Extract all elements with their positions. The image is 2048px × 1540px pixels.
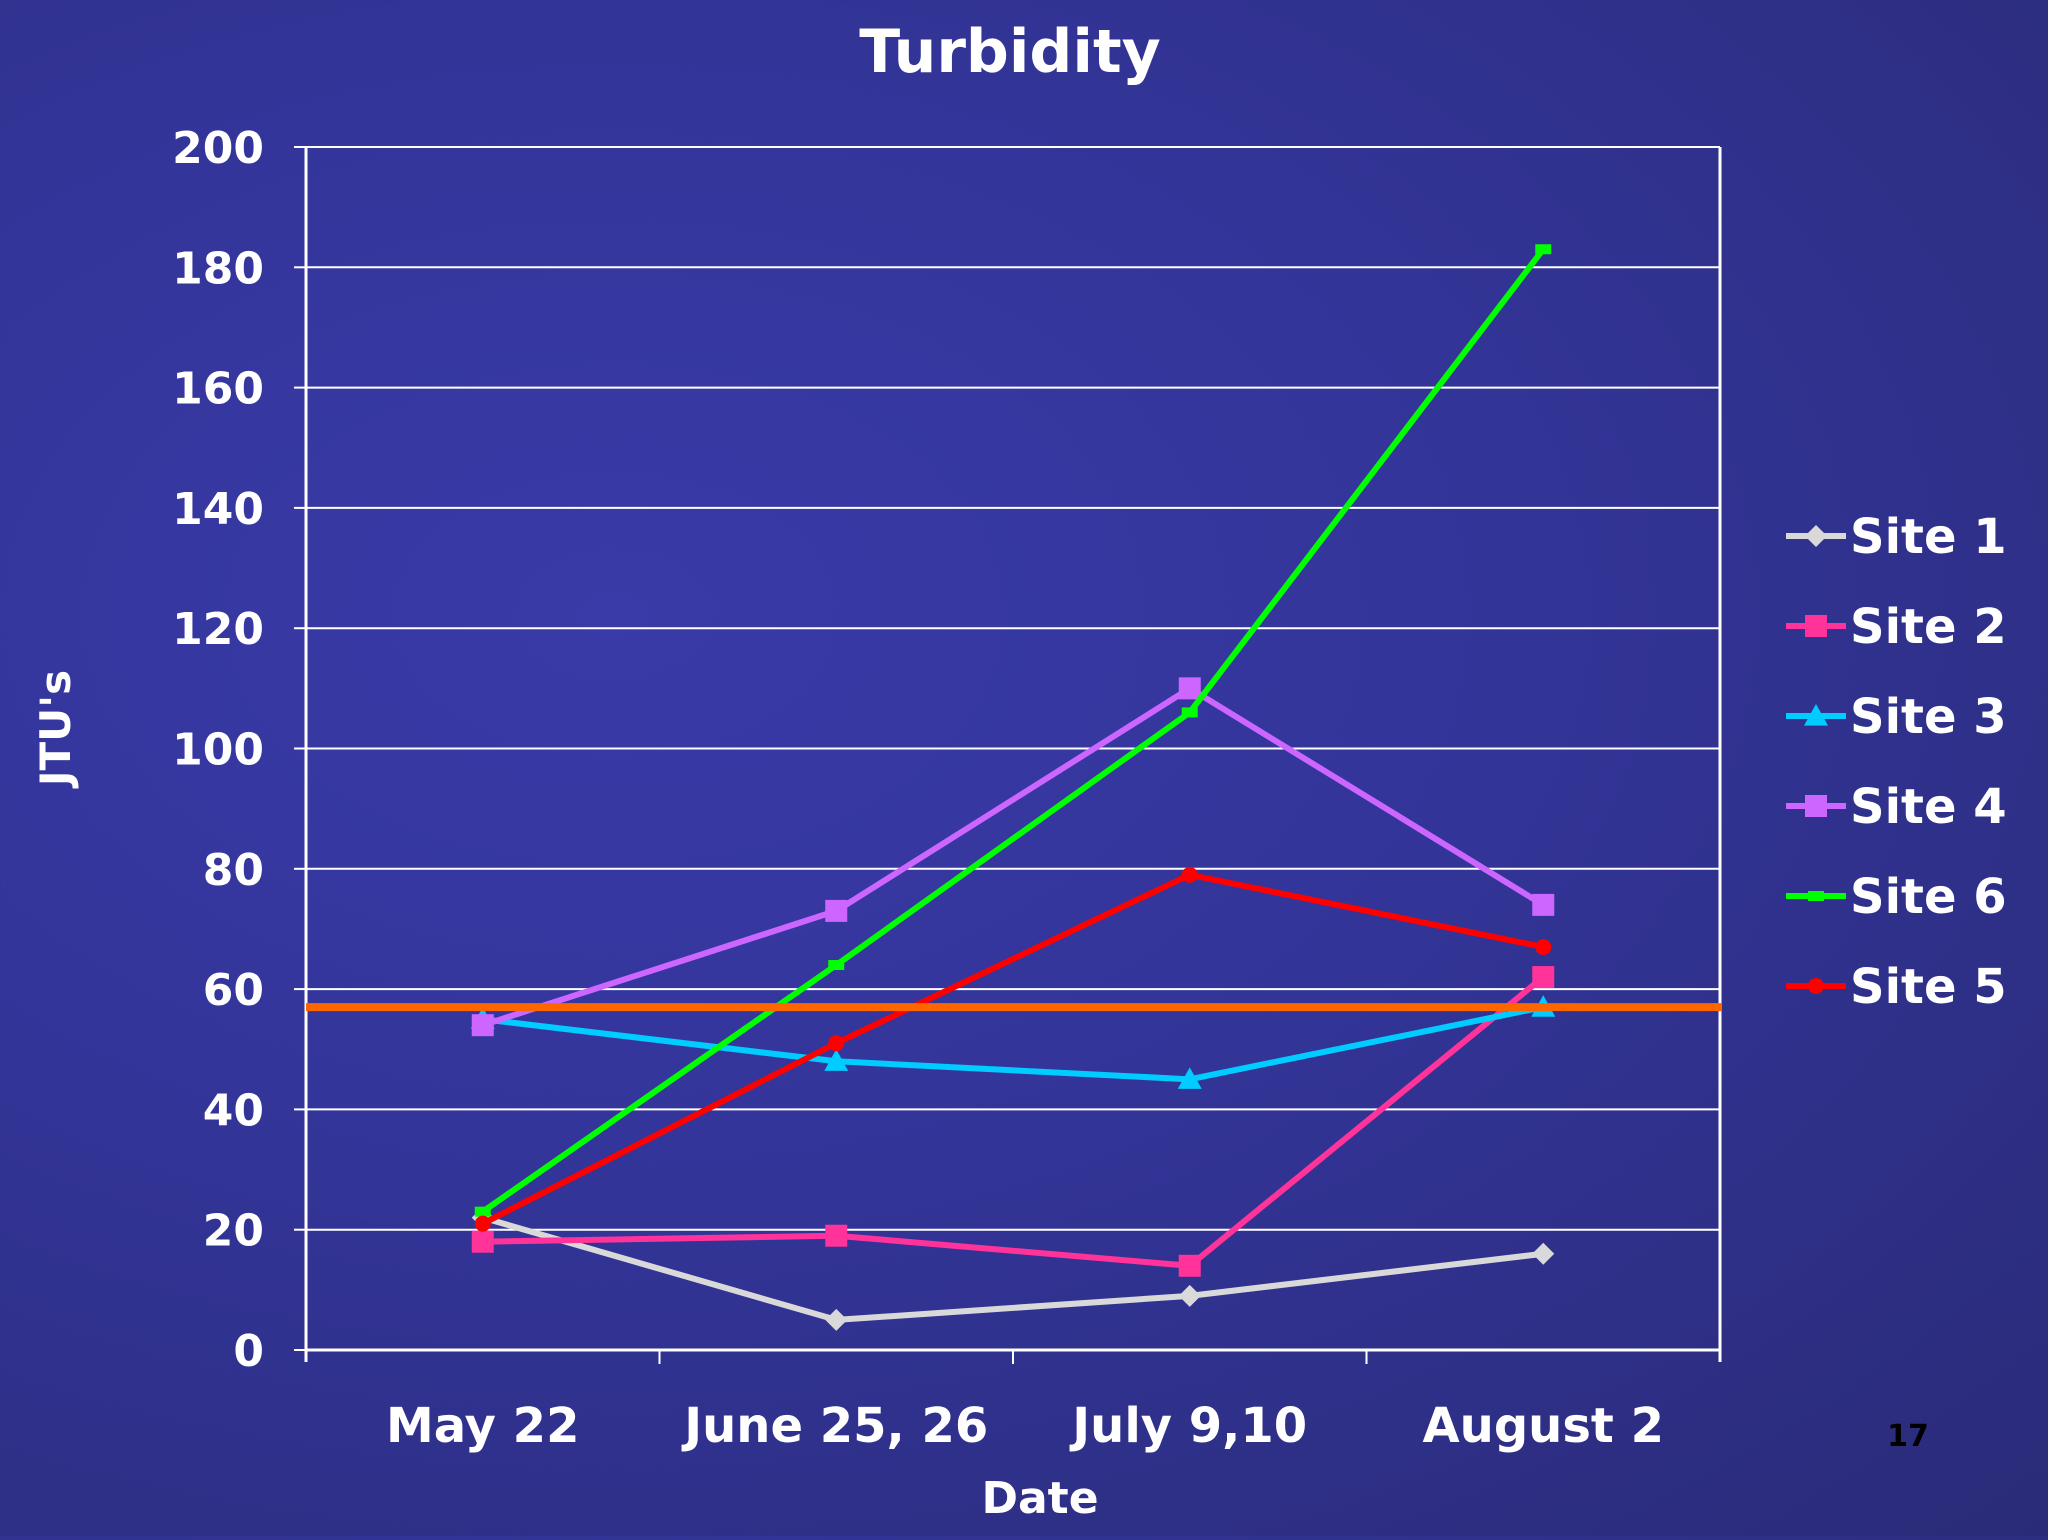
marker-dash [1808,891,1824,901]
legend-item: Site 1 [1786,509,2007,565]
x-tick-label: August 2 [1423,1398,1664,1454]
chart-title: Turbidity [859,17,1160,87]
marker-circle [1535,938,1552,955]
legend-label: Site 1 [1850,509,2007,565]
y-tick-label: 100 [172,725,264,776]
marker-circle [828,1035,845,1052]
marker-square [825,1224,848,1247]
page-number: 17 [1887,1419,1929,1454]
series-site-1 [471,1206,1555,1331]
series-line [481,685,1545,1029]
marker-dash [1181,707,1198,718]
legend: Site 1 Site 2 Site 3 Site 4 Site 6 Site 5 [1786,509,2007,1015]
marker-diamond [825,1308,848,1331]
series-line [481,1214,1544,1323]
series-site-2 [471,966,1555,1277]
plot-series [306,244,1722,1331]
marker-dash [474,1206,491,1217]
x-tick-label: May 22 [386,1398,579,1454]
marker-square [1532,966,1555,989]
series-line [482,1004,1544,1083]
y-tick-label: 200 [172,123,264,174]
series-line [481,871,1544,1227]
marker-circle [474,1215,491,1232]
marker-square [825,899,848,922]
marker-dash [1535,244,1552,255]
legend-item: Site 4 [1786,779,2007,835]
series-site-5 [474,866,1552,1232]
marker-square [1805,615,1827,637]
y-tick-label: 0 [233,1326,264,1377]
legend-label: Site 2 [1850,599,2007,655]
y-tick-label: 60 [203,965,264,1016]
y-tick-label: 120 [172,604,264,655]
series-site-4 [471,677,1555,1037]
marker-triangle [824,1049,849,1071]
marker-circle [1181,866,1198,883]
marker-square [1178,1254,1201,1277]
legend-label: Site 5 [1850,959,2007,1015]
x-axis-label: Date [981,1473,1098,1524]
marker-triangle [1177,1067,1202,1089]
x-tick-label: June 25, 26 [681,1398,988,1454]
y-tick-label: 180 [172,243,264,294]
axes: 0 20 40 60 80 100 120 140 160 180 200 May 22 June 25… [172,123,1722,1454]
legend-label: Site 3 [1850,689,2007,745]
marker-square [471,1014,494,1037]
legend-item: Site 3 [1786,689,2007,745]
marker-diamond [1532,1242,1555,1265]
y-tick-label: 80 [203,845,264,896]
legend-label: Site 4 [1850,779,2007,835]
y-tick-label: 40 [203,1085,264,1136]
marker-diamond [1805,525,1827,547]
y-tick-label: 140 [172,484,264,535]
x-tick-label: July 9,10 [1069,1398,1307,1454]
y-tick-label: 20 [203,1206,264,1257]
marker-square [471,1230,494,1253]
marker-triangle [1804,704,1828,726]
y-axis-label: JTU's [31,670,80,789]
marker-dash [828,960,845,971]
series-line [482,974,1546,1269]
legend-item: Site 5 [1786,959,2007,1015]
marker-square [1532,893,1555,916]
marker-square [1178,677,1201,700]
legend-item: Site 2 [1786,599,2007,655]
marker-diamond [1178,1284,1201,1307]
marker-circle [1808,978,1824,994]
legend-item: Site 6 [1786,869,2007,925]
series-site-6 [474,244,1552,1217]
grid [306,146,1720,1351]
marker-square [1805,795,1827,817]
legend-label: Site 6 [1850,869,2007,925]
series-line [481,247,1546,1215]
y-tick-label: 160 [172,364,264,415]
